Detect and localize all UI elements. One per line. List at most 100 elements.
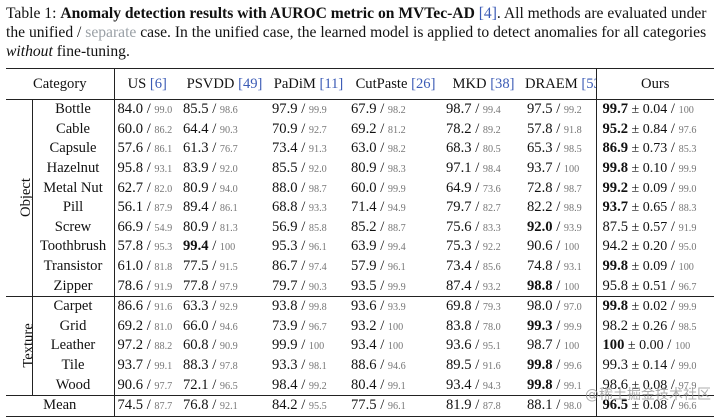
value-separator: / — [376, 160, 388, 177]
unified-value: 81.9 — [446, 397, 472, 414]
separate-value: 81.3 — [219, 222, 238, 234]
column-header-name: CutPaste — [355, 75, 412, 92]
separate-value: 99.9 — [563, 321, 582, 333]
result-cell: 89.5 / 91.6 — [443, 356, 524, 376]
separate-value: 94.0 — [219, 183, 238, 195]
value-separator: / — [376, 120, 388, 137]
separate-value: 98.5 — [563, 144, 582, 156]
result-cell: 97.1 / 98.4 — [443, 159, 524, 179]
caption-ref[interactable]: [4] — [478, 5, 497, 22]
unified-value: 98.8 — [527, 277, 553, 294]
unified-value: 90.6 — [527, 238, 553, 255]
table-row: Transistor 61.0 / 81.8 77.5 / 91.5 86.7 / 9… — [6, 256, 714, 277]
unified-value: 88.0 — [272, 179, 298, 196]
separate-value: 82.0 — [154, 183, 173, 195]
unified-value: 76.8 — [183, 397, 209, 414]
separate-value: 100 — [387, 341, 404, 353]
unified-value: 78.2 — [446, 120, 472, 137]
column-header-ref[interactable]: [38] — [490, 75, 515, 92]
separate-value: 76.7 — [219, 144, 238, 156]
separate-value: 99.2 — [308, 380, 327, 392]
separate-value: 92.1 — [219, 401, 238, 413]
separate-value: 97.7 — [154, 380, 173, 392]
value-separator: / — [552, 298, 564, 315]
value-separator: / — [667, 317, 679, 334]
table-row: Capsule 57.6 / 86.1 61.3 / 76.7 73.4 / 91.3… — [6, 139, 714, 159]
value-separator: / — [376, 238, 388, 255]
value-separator: / — [208, 357, 220, 374]
result-cell: 57.9 / 96.1 — [348, 257, 443, 277]
column-header-ref[interactable]: [6] — [149, 75, 167, 92]
unified-value: 78.6 — [117, 277, 144, 294]
unified-value: 99.8 — [527, 376, 553, 393]
value-separator: / — [471, 277, 483, 294]
column-header-ref[interactable]: [26] — [411, 75, 436, 92]
separate-value: 82.7 — [482, 203, 501, 215]
result-cell: 66.9 / 54.9 — [114, 218, 180, 238]
value-separator: / — [663, 337, 675, 354]
result-cell: 68.8 / 93.3 — [269, 198, 348, 218]
std-value: ± 0.14 — [628, 358, 668, 374]
separate-value: 99.4 — [482, 105, 501, 117]
separate-value: 99.9 — [678, 164, 697, 176]
separate-value: 99.1 — [387, 380, 406, 392]
column-header-ref[interactable]: [49] — [238, 75, 263, 92]
separate-value: 90.3 — [308, 281, 327, 293]
value-separator: / — [297, 140, 309, 157]
category-cell: Mean — [6, 394, 115, 417]
column-header-name: Category — [33, 75, 87, 92]
value-separator: / — [376, 140, 388, 157]
unified-value: 56.1 — [117, 199, 144, 216]
result-cell: 93.7 / 100 — [524, 158, 597, 179]
value-separator: / — [297, 101, 309, 118]
column-header-ref[interactable]: [53] — [581, 75, 595, 92]
separate-value: 96.7 — [308, 321, 327, 333]
value-separator: / — [552, 337, 564, 354]
ours-cell: 98.6 ± 0.08 / 97.9 — [596, 375, 714, 395]
separate-value: 88.7 — [387, 222, 406, 234]
caption-title: Anomaly detection results with AUROC met… — [60, 5, 475, 22]
unified-value: 92.0 — [527, 218, 553, 235]
results-table: Category US [6] PSVDD [49] PaDiM [11] CutPas… — [6, 68, 714, 417]
table-row: Pill 56.1 / 87.9 89.4 / 86.1 68.8 / 93.3 71.… — [6, 197, 714, 218]
column-header-name: DRAEM — [525, 75, 582, 92]
result-cell: 60.8 / 90.9 — [180, 336, 269, 356]
unified-value: 99.4 — [183, 238, 209, 255]
value-separator: / — [471, 160, 483, 177]
std-value: ± 0.51 — [628, 278, 668, 294]
value-separator: / — [143, 101, 155, 118]
unified-value: 79.7 — [446, 199, 472, 216]
separate-value: 87.7 — [154, 401, 173, 413]
ours-cell: 99.2 ± 0.09 / 99.0 — [596, 178, 714, 198]
result-cell: 97.2 / 88.2 — [114, 336, 180, 356]
result-cell: 79.7 / 82.7 — [443, 198, 524, 218]
column-header-ref[interactable]: [11] — [319, 75, 344, 92]
unified-value: 95.8 — [602, 277, 629, 294]
unified-value: 99.8 — [602, 258, 629, 275]
value-separator: / — [297, 357, 309, 374]
value-separator: / — [143, 199, 155, 216]
value-separator: / — [471, 140, 483, 157]
unified-value: 60.0 — [117, 120, 144, 137]
column-header-name: Ours — [641, 75, 670, 92]
value-separator: / — [208, 258, 220, 275]
column-header: PaDiM [11] — [269, 68, 348, 100]
unified-value: 79.7 — [272, 277, 298, 294]
column-header: CutPaste [26] — [348, 68, 443, 100]
unified-value: 99.8 — [527, 357, 553, 374]
column-header-name: US — [127, 75, 150, 92]
value-separator: / — [376, 357, 388, 374]
separate-value: 87.8 — [482, 401, 501, 413]
unified-value: 98.7 — [446, 101, 472, 118]
separate-value: 98.7 — [308, 183, 327, 195]
std-value: ± 0.65 — [628, 200, 668, 216]
unified-value: 86.7 — [272, 258, 298, 275]
unified-value: 93.5 — [351, 277, 377, 294]
separate-value: 98.9 — [563, 203, 582, 215]
unified-value: 87.4 — [446, 277, 472, 294]
ours-cell: 87.5 ± 0.57 / 91.9 — [596, 218, 714, 238]
separate-value: 98.4 — [482, 164, 501, 176]
value-separator: / — [143, 179, 155, 196]
category-cell: Cable — [32, 119, 115, 140]
std-value: ± 0.08 — [628, 377, 668, 393]
